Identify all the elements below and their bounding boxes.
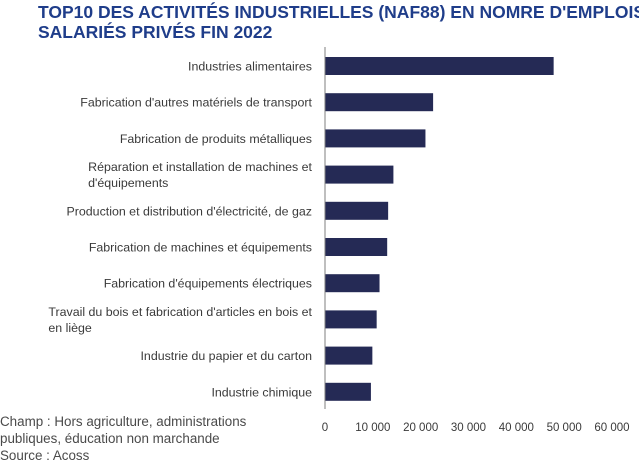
category-label: Fabrication de machines et équipements: [89, 241, 312, 255]
x-tick-label: 50 000: [547, 422, 582, 434]
category-label: Fabrication d'autres matériels de transp…: [80, 96, 312, 110]
chart-title: TOP10 DES ACTIVITÉS INDUSTRIELLES (NAF88…: [38, 2, 639, 42]
footnote-line-3: Source : Acoss: [0, 448, 90, 463]
category-label: d'équipements: [88, 176, 168, 190]
category-label: en liège: [48, 321, 92, 335]
bar: [325, 310, 377, 329]
category-label: Fabrication de produits métalliques: [120, 132, 312, 146]
category-label: Industries alimentaires: [188, 60, 312, 74]
bar: [325, 201, 389, 220]
bar: [325, 57, 554, 75]
category-label: Fabrication d'équipements électriques: [104, 277, 312, 291]
category-label: Industrie chimique: [211, 385, 312, 399]
category-label: Production et distribution d'électricité…: [67, 204, 313, 218]
bars-layer: [325, 57, 554, 401]
bar: [325, 382, 371, 401]
bar: [325, 129, 426, 148]
category-label: Travail du bois et fabrication d'article…: [48, 305, 312, 319]
chart-title-line-2: SALARIÉS PRIVÉS FIN 2022: [38, 22, 273, 42]
bar: [325, 165, 394, 184]
bar: [325, 238, 388, 256]
x-tick-label: 30 000: [451, 422, 486, 434]
bar: [325, 274, 380, 293]
x-tick-label: 0: [322, 422, 328, 434]
chart-title-line-1: TOP10 DES ACTIVITÉS INDUSTRIELLES (NAF88…: [38, 2, 639, 22]
bar: [325, 346, 373, 365]
x-tick-label: 10 000: [355, 422, 390, 434]
x-tick-label: 20 000: [403, 422, 438, 434]
category-label: Réparation et installation de machines e…: [88, 160, 312, 174]
x-tick-label: 40 000: [499, 422, 534, 434]
footnote-line-2: publiques, éducation non marchande: [0, 431, 220, 446]
x-tick-label: 60 000: [594, 422, 629, 434]
footnote-line-1: Champ : Hors agriculture, administration…: [0, 414, 247, 429]
category-labels-layer: Industries alimentaires Fabrication d'aut…: [48, 60, 312, 400]
footnote: Champ : Hors agriculture, administration…: [0, 413, 300, 464]
bar: [325, 93, 434, 112]
category-label: Industrie du papier et du carton: [140, 349, 312, 363]
x-axis-ticks-layer: 0 10 000 20 000 30 000 40 000 50 000 60 000: [322, 422, 630, 434]
